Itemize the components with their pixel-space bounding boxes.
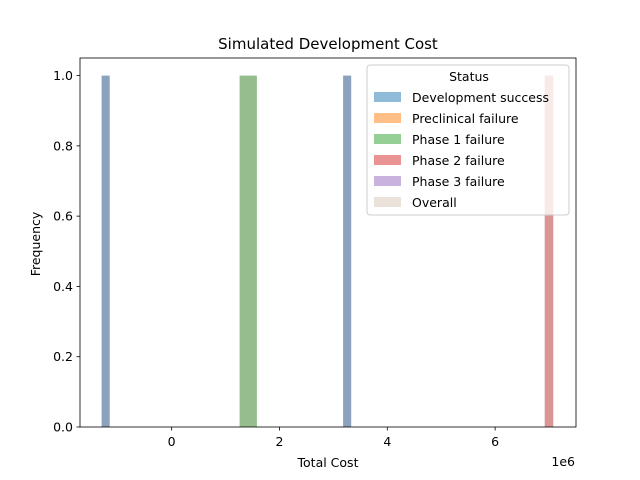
legend-swatch bbox=[374, 134, 401, 144]
legend-swatch bbox=[374, 92, 401, 102]
bar-phase-1-failure-0 bbox=[239, 75, 257, 427]
legend-label: Phase 1 failure bbox=[412, 132, 505, 147]
y-tick-label: 0.0 bbox=[53, 420, 73, 435]
x-tick-label: 2 bbox=[276, 434, 284, 449]
chart-title: Simulated Development Cost bbox=[218, 35, 438, 53]
y-tick-label: 0.6 bbox=[53, 209, 73, 224]
bar-phase-2-failure-0 bbox=[544, 75, 554, 427]
x-tick-label: 4 bbox=[383, 434, 391, 449]
y-tick-label: 1.0 bbox=[53, 68, 73, 83]
x-tick-label: 6 bbox=[491, 434, 499, 449]
legend-swatch bbox=[374, 197, 401, 207]
bar-development-success-0 bbox=[101, 75, 110, 427]
y-tick-label: 0.2 bbox=[53, 349, 73, 364]
legend-label: Phase 2 failure bbox=[412, 153, 505, 168]
plot-frame bbox=[79, 57, 577, 428]
legend-label: Development success bbox=[412, 90, 549, 105]
legend-swatch bbox=[374, 155, 401, 165]
legend-swatch bbox=[374, 176, 401, 186]
bar-development-success-1 bbox=[343, 75, 352, 427]
x-axis-label: Total Cost bbox=[297, 455, 359, 470]
legend-title: Status bbox=[449, 69, 489, 84]
legend-label: Phase 3 failure bbox=[412, 174, 505, 189]
x-tick-label: 0 bbox=[168, 434, 176, 449]
legend-box bbox=[366, 64, 570, 216]
legend-swatch bbox=[374, 113, 401, 123]
x-offset-label: 1e6 bbox=[551, 454, 575, 469]
legend-label: Preclinical failure bbox=[412, 111, 519, 126]
y-tick-label: 0.8 bbox=[53, 138, 73, 153]
legend-label: Overall bbox=[412, 195, 457, 210]
axes-group: 0 2 4 6 0.0 0.2 0.4 0.6 0.8 1.0 bbox=[53, 57, 577, 449]
legend: Status Development success Preclinical fai… bbox=[366, 64, 570, 216]
y-tick-label: 0.4 bbox=[53, 279, 73, 294]
y-axis-label: Frequency bbox=[28, 211, 43, 276]
bars-group bbox=[101, 75, 554, 427]
